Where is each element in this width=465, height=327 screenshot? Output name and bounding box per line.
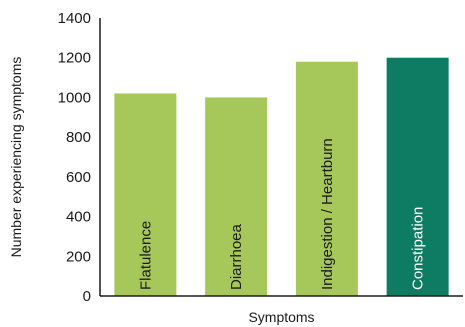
bar bbox=[386, 57, 449, 296]
bar-category-label: Indigestion / Heartburn bbox=[319, 138, 336, 290]
y-axis-title: Number experiencing symptoms bbox=[8, 57, 24, 258]
bar bbox=[205, 97, 268, 296]
x-axis-title: Symptoms bbox=[248, 309, 314, 325]
y-tick-label: 1200 bbox=[58, 50, 91, 67]
bar-category-label: Constipation bbox=[410, 207, 427, 290]
bar bbox=[114, 93, 177, 296]
bar bbox=[295, 61, 358, 296]
y-tick-label: 1000 bbox=[58, 89, 91, 106]
bar-category-label: Flatulence bbox=[137, 221, 154, 290]
y-tick-label: 400 bbox=[66, 209, 91, 226]
y-tick-label: 200 bbox=[66, 248, 91, 265]
y-tick-label: 800 bbox=[66, 129, 91, 146]
bar-category-label: Diarrhoea bbox=[228, 223, 245, 290]
y-tick-label: 0 bbox=[83, 288, 91, 305]
y-tick-label: 1400 bbox=[58, 10, 91, 27]
y-tick-label: 600 bbox=[66, 169, 91, 186]
